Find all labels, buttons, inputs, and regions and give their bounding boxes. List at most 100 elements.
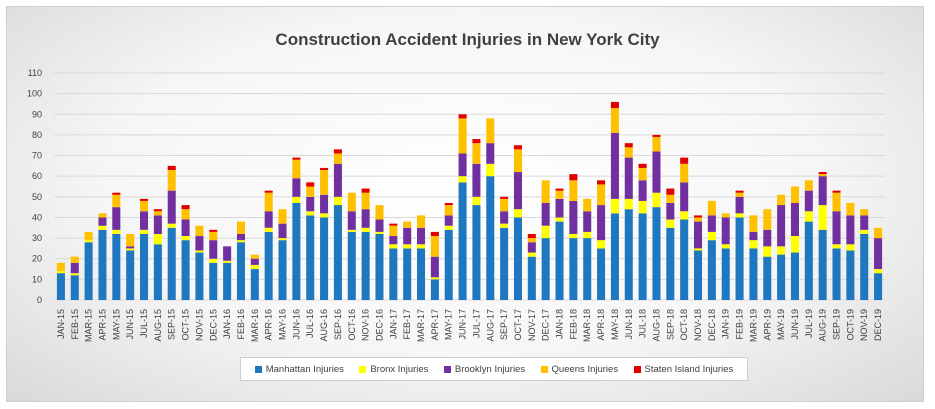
y-tick-label: 110 (28, 68, 42, 78)
bar-segment (597, 240, 606, 249)
bar-segment (112, 233, 121, 300)
y-tick-label: 70 (32, 151, 42, 161)
bar-segment (153, 215, 162, 234)
bar-segment (860, 233, 869, 300)
bar-segment (236, 221, 245, 234)
bar-segment (624, 147, 633, 158)
bar-segment (417, 227, 426, 245)
bar-segment (680, 157, 689, 164)
bar-segment (70, 256, 79, 263)
bar-segment (874, 227, 883, 239)
x-tick-label: APR-16 (264, 309, 274, 341)
x-tick-label: JUL-17 (471, 309, 481, 338)
bar-segment (694, 250, 703, 300)
bar-segment (264, 192, 273, 212)
bar-segment (347, 229, 356, 232)
bar-segment (597, 180, 606, 185)
bar-segment (167, 165, 176, 170)
x-tick-label: JAN-19 (721, 309, 731, 339)
bar-segment (320, 169, 329, 195)
bar-segment (361, 192, 370, 210)
bar-segment (569, 180, 578, 201)
bar-segment (333, 153, 342, 164)
x-tick-label: MAY-16 (278, 309, 288, 340)
bar-segment (389, 225, 398, 237)
bar-segment (555, 217, 564, 222)
bar-segment (250, 254, 259, 259)
bar-segment (666, 227, 675, 300)
bar-segment (181, 205, 190, 210)
bar-segment (403, 227, 412, 245)
x-tick-label: FEB-17 (402, 309, 412, 340)
bar-segment (874, 238, 883, 270)
bar-segment (472, 143, 481, 164)
legend-label: Brooklyn Injuries (454, 363, 526, 375)
y-tick-label: 30 (32, 233, 42, 243)
y-tick-label: 100 (27, 89, 42, 99)
bar-segment (444, 215, 453, 226)
bar-segment (735, 217, 744, 300)
legend-swatch (540, 365, 548, 373)
bar-segment (610, 213, 619, 300)
x-tick-label: MAY-18 (610, 309, 620, 340)
x-tick-label: MAY-17 (444, 309, 454, 340)
x-tick-label: FEB-16 (236, 309, 246, 340)
bar-segment (70, 262, 79, 274)
bar-segment (680, 219, 689, 300)
bar-segment (638, 213, 647, 300)
bar-segment (292, 157, 301, 160)
bar-segment (264, 231, 273, 300)
bar-segment (874, 273, 883, 300)
bar-segment (832, 248, 841, 300)
bar-segment (430, 256, 439, 278)
bar-segment (389, 244, 398, 249)
legend-label: Bronx Injuries (370, 363, 429, 375)
bar-segment (666, 188, 675, 195)
bar-segment (56, 273, 65, 300)
x-tick-label: MAY-15 (111, 309, 121, 340)
bar-segment (763, 229, 772, 247)
bar-segment (98, 217, 107, 226)
x-tick-label: SEP-19 (832, 309, 842, 340)
bar-segment (777, 205, 786, 247)
bar-segment (209, 229, 218, 232)
bar-segment (666, 194, 675, 204)
bar-segment (707, 215, 716, 232)
bar-segment (250, 264, 259, 270)
bar-segment (652, 134, 661, 137)
x-tick-label: AUG-16 (319, 309, 329, 342)
bar-segment (541, 238, 550, 300)
x-tick-label: JAN-17 (388, 309, 398, 339)
x-tick-label: DEC-17 (541, 309, 551, 341)
bar-segment (735, 190, 744, 193)
bar-segment (583, 211, 592, 232)
bar-segment (804, 180, 813, 191)
bar-segment (430, 236, 439, 257)
bar-segment (264, 190, 273, 193)
bar-segment (513, 145, 522, 150)
bar-segment (223, 246, 232, 261)
bar-segment (112, 194, 121, 208)
bar-segment (846, 203, 855, 216)
x-tick-label: DEC-18 (707, 309, 717, 341)
bar-segment (666, 219, 675, 228)
legend-item: Brooklyn Injuries (443, 363, 526, 375)
bar-segment (236, 240, 245, 243)
bar-segment (832, 211, 841, 245)
bar-segment (804, 221, 813, 300)
bar-segment (583, 231, 592, 239)
bar-segment (292, 159, 301, 179)
legend-swatch (359, 365, 367, 373)
bar-segment (569, 233, 578, 239)
bar-segment (486, 163, 495, 177)
bar-segment (694, 248, 703, 251)
x-tick-label: APR-17 (430, 309, 440, 341)
x-tick-label: SEP-16 (333, 309, 343, 340)
bar-segment (195, 236, 204, 251)
bar-segment (680, 163, 689, 183)
bar-segment (500, 223, 509, 228)
bar-segment (195, 225, 204, 237)
legend-label: Queens Injuries (551, 363, 619, 375)
x-tick-label: DEC-19 (873, 309, 883, 341)
bar-segment (112, 192, 121, 195)
